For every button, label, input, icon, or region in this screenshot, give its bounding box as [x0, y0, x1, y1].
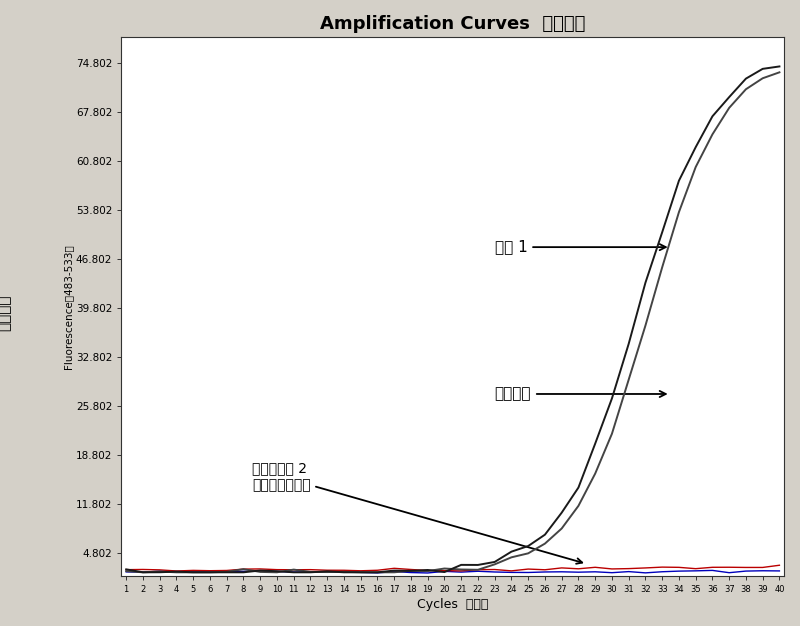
- Text: 荧光增量: 荧光增量: [0, 295, 11, 331]
- Text: 红线为样哈 2
蓝线为阴性对照: 红线为样哈 2 蓝线为阴性对照: [252, 462, 582, 564]
- X-axis label: Cycles  循环数: Cycles 循环数: [417, 598, 489, 611]
- Title: Amplification Curves  扩增曲线: Amplification Curves 扩增曲线: [320, 15, 586, 33]
- Y-axis label: Fluorescence（483-533）: Fluorescence（483-533）: [63, 244, 73, 369]
- Text: 样哈 1: 样哈 1: [494, 240, 666, 255]
- Text: 阳性对照: 阳性对照: [494, 386, 666, 401]
